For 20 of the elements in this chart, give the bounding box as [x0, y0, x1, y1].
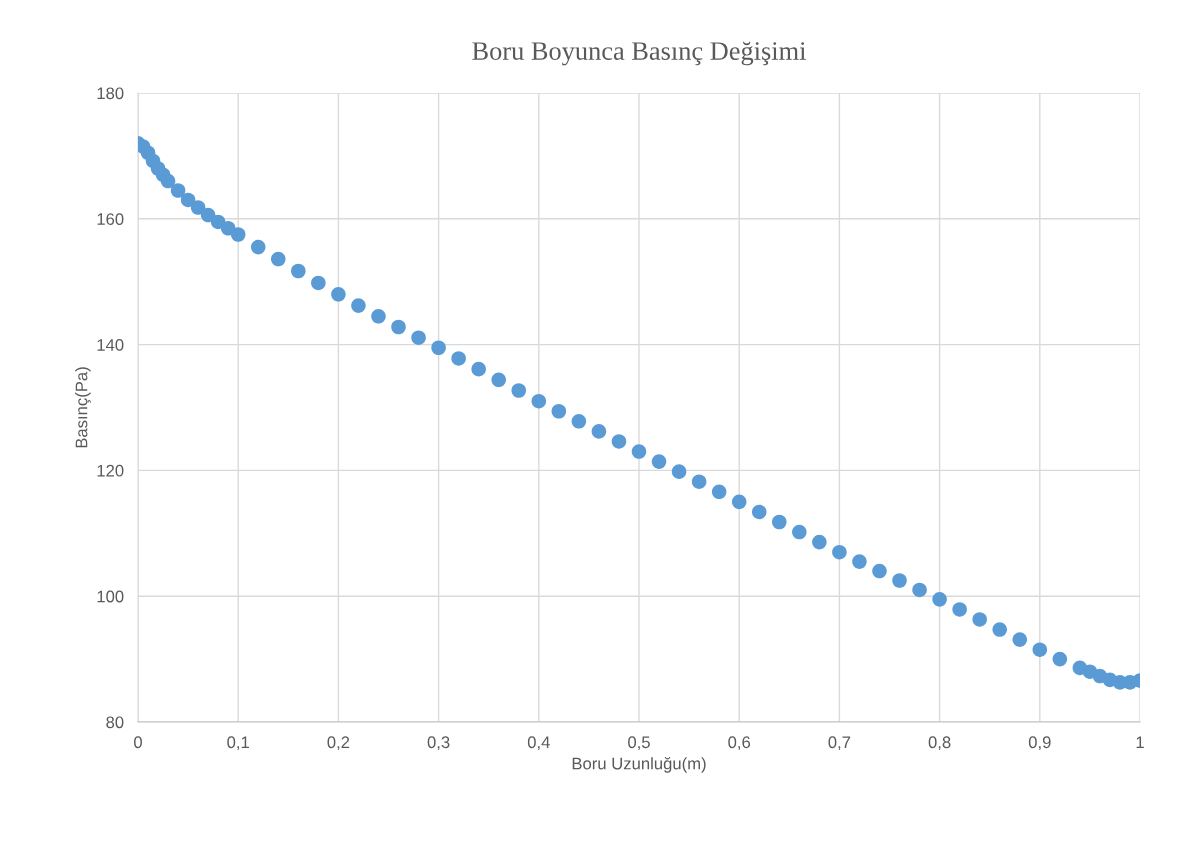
x-tick-label: 0,2	[327, 736, 350, 751]
x-tick-label: 0,1	[227, 736, 249, 751]
y-tick-label: 140	[97, 339, 124, 351]
y-tick-label: 100	[97, 590, 124, 603]
y-tick-label: 120	[97, 464, 124, 477]
x-tick-label: 1	[1136, 736, 1144, 748]
x-tick-label: 0,7	[828, 736, 851, 751]
y-tick-label: 80	[106, 716, 124, 729]
x-tick-label: 0,6	[728, 736, 751, 751]
x-tick-label: 0,8	[928, 736, 951, 751]
x-tick-label: 0,5	[628, 736, 650, 751]
x-tick-label: 0	[134, 736, 142, 749]
chart-title: Boru Boyunca Basınç Değişimi	[472, 41, 806, 66]
x-axis-title: Boru Uzunluğu(m)	[572, 756, 706, 773]
x-tick-label: 0,3	[427, 736, 450, 751]
y-axis-title: Basınç(Pa)	[75, 367, 91, 448]
x-tick-label: 0,9	[1028, 736, 1051, 751]
y-tick-label: 160	[97, 213, 124, 225]
x-tick-label: 0,4	[527, 736, 550, 751]
y-tick-label: 180	[97, 87, 124, 100]
